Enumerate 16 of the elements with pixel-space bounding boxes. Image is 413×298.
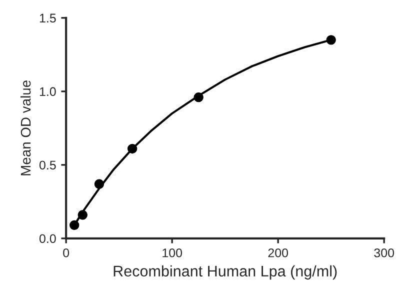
x-tick-label: 0 [63, 248, 70, 258]
x-tick-label: 100 [162, 248, 182, 258]
x-tick-label: 200 [268, 248, 288, 258]
x-tick-label: 300 [374, 248, 394, 258]
point [326, 35, 336, 45]
y-axis-title: Mean OD value [20, 80, 31, 176]
point [127, 144, 138, 154]
y-tick-label: 1.5 [40, 14, 56, 23]
point [194, 92, 204, 102]
y-tick-label: 1.0 [40, 87, 56, 96]
point [94, 179, 104, 189]
y-tick-label: 0.0 [39, 234, 56, 244]
point [70, 220, 80, 230]
point [78, 210, 88, 220]
x-axis-title: Recombinant Human Lpa (ng/ml) [114, 265, 337, 280]
y-tick-label: 0.5 [39, 160, 56, 170]
